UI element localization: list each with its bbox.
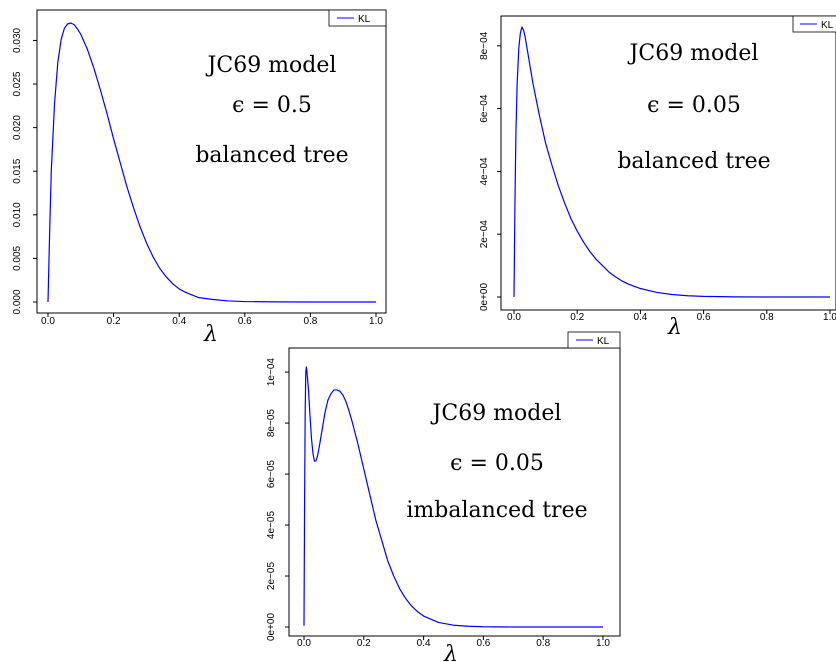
x-tick-label: 0.8 xyxy=(303,316,317,327)
y-tick-label: 6e−05 xyxy=(266,460,277,489)
chart-annotations: JC69 model ϵ = 0.5 balanced tree xyxy=(195,53,348,168)
y-tick-label: 0.020 xyxy=(12,115,23,140)
y-tick-label: 0e+00 xyxy=(266,613,277,642)
legend-label: KL xyxy=(597,336,610,347)
x-tick-label: 0.8 xyxy=(760,312,774,323)
series-line-kl xyxy=(303,366,603,628)
x-tick-label: 0.0 xyxy=(41,316,55,327)
y-tick-label: 6e−04 xyxy=(479,94,490,123)
x-tick-label: 0.6 xyxy=(476,638,490,649)
plot-area: 0.0 0.2 0.4 0.6 0.8 1.0 0.000 0.005 0.010 0.015 0.… xyxy=(12,9,387,327)
x-tick-label: 0.4 xyxy=(172,316,186,327)
x-tick-label: 0.2 xyxy=(107,316,121,327)
x-tick-label: 0.6 xyxy=(697,312,711,323)
series-line-kl xyxy=(513,26,830,298)
legend-box xyxy=(567,331,621,349)
x-tick-label: 0.6 xyxy=(238,316,252,327)
y-tick-label: 8e−04 xyxy=(479,31,490,60)
annotation-epsilon: ϵ = 0.05 xyxy=(647,93,741,118)
annotation-epsilon: ϵ = 0.05 xyxy=(450,451,544,476)
legend-box xyxy=(792,15,836,33)
legend-label: KL xyxy=(821,20,834,31)
plot-area: 0.0 0.2 0.4 0.6 0.8 1.0 0e+00 2e−04 4e−04 6e−04 8e… xyxy=(479,15,836,323)
x-tick-label: 1.0 xyxy=(823,312,836,323)
chart-annotations: JC69 model ϵ = 0.05 imbalanced tree xyxy=(406,401,587,523)
chart-legend: KL xyxy=(567,331,621,349)
y-tick-label: 0.025 xyxy=(12,71,23,96)
y-tick-label: 0.000 xyxy=(12,289,23,314)
chart-legend: KL xyxy=(328,9,387,27)
legend-box xyxy=(328,9,387,27)
legend-label: KL xyxy=(358,14,371,25)
chart-annotations: JC69 model ϵ = 0.05 balanced tree xyxy=(617,41,770,174)
annotation-model: JC69 model xyxy=(206,53,337,78)
y-tick-label: 0.015 xyxy=(12,158,23,183)
series-line-kl xyxy=(47,22,376,303)
annotation-epsilon: ϵ = 0.5 xyxy=(232,93,312,118)
annotation-tree: imbalanced tree xyxy=(406,498,587,523)
x-tick-label: 0.4 xyxy=(417,638,431,649)
y-tick-label: 8e−05 xyxy=(266,409,277,438)
y-tick-label: 0e+00 xyxy=(479,283,490,312)
annotation-model: JC69 model xyxy=(431,401,562,426)
x-axis-label: λ xyxy=(667,315,682,340)
x-tick-label: 1.0 xyxy=(369,316,383,327)
x-tick-label: 1.0 xyxy=(596,638,610,649)
plot-frame xyxy=(500,15,836,311)
y-tick-label: 2e−04 xyxy=(479,220,490,249)
x-tick-label: 0.2 xyxy=(570,312,584,323)
x-tick-label: 0.0 xyxy=(507,312,521,323)
y-tick-label: 0.005 xyxy=(12,245,23,270)
y-tick-label: 4e−05 xyxy=(266,511,277,540)
y-tick-label: 4e−04 xyxy=(479,157,490,186)
x-axis-label: λ xyxy=(203,322,218,347)
annotation-model: JC69 model xyxy=(628,41,759,66)
annotation-tree: balanced tree xyxy=(195,143,348,168)
x-tick-label: 0.0 xyxy=(297,638,311,649)
plot-area: 0.0 0.2 0.4 0.6 0.8 1.0 0e+00 2e−05 4e−05 6e−05 8e… xyxy=(266,347,621,649)
annotation-tree: balanced tree xyxy=(617,149,770,174)
x-axis-label: λ xyxy=(443,642,458,662)
x-tick-label: 0.2 xyxy=(357,638,371,649)
y-tick-label: 0.010 xyxy=(12,202,23,227)
x-tick-label: 0.4 xyxy=(633,312,647,323)
plot-frame xyxy=(36,9,387,314)
plot-frame xyxy=(288,347,621,637)
y-tick-label: 0.030 xyxy=(12,27,23,52)
y-tick-label: 2e−05 xyxy=(266,562,277,591)
x-tick-label: 0.8 xyxy=(536,638,550,649)
y-tick-label: 1e−04 xyxy=(266,358,277,387)
chart-legend: KL xyxy=(792,15,836,33)
